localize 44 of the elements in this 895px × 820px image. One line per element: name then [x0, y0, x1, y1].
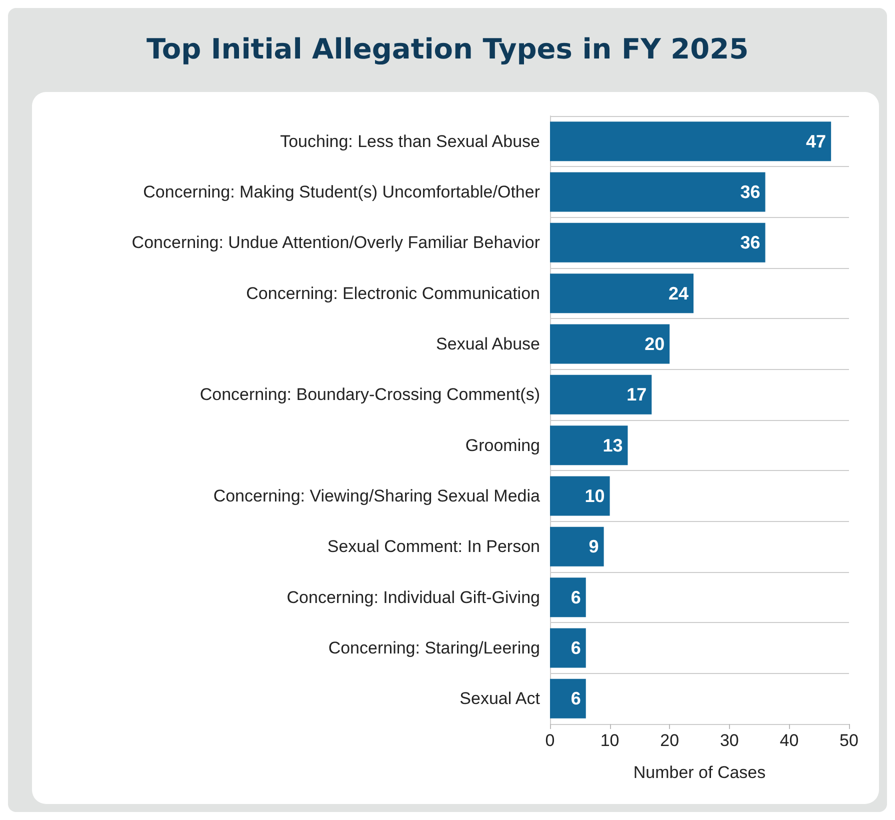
y-tick-label: Grooming [465, 436, 540, 455]
x-tick-label: 30 [720, 731, 739, 750]
y-tick-label: Concerning: Electronic Communication [246, 284, 540, 303]
data-label: 6 [570, 688, 581, 709]
bar [550, 324, 670, 364]
x-tick-label: 0 [545, 731, 555, 750]
bar [550, 222, 766, 262]
y-tick-label: Sexual Act [460, 689, 540, 708]
y-tick-label: Concerning: Staring/Leering [328, 638, 540, 658]
data-label: 6 [570, 587, 581, 608]
bar [550, 374, 652, 414]
data-label: 36 [740, 182, 760, 202]
bar [550, 526, 604, 566]
data-label: 10 [584, 486, 605, 506]
chart-title: Top Initial Allegation Types in FY 2025 [146, 32, 749, 66]
data-label: 6 [570, 638, 581, 658]
data-label: 47 [806, 131, 826, 152]
y-tick-label: Concerning: Viewing/Sharing Sexual Media [213, 486, 541, 506]
data-label: 9 [588, 536, 599, 557]
y-tick-label: Concerning: Making Student(s) Uncomfortable/Other [143, 182, 540, 202]
x-tick-label: 50 [840, 731, 858, 750]
data-label: 17 [626, 384, 647, 405]
x-tick-label: 40 [780, 731, 799, 750]
bar [550, 578, 586, 618]
bar [550, 172, 766, 212]
data-label: 20 [644, 334, 665, 354]
y-tick-label: Concerning: Boundary-Crossing Comment(s) [200, 385, 540, 404]
bar [550, 426, 628, 466]
x-tick-label: 10 [600, 731, 620, 750]
bar [550, 476, 610, 516]
y-tick-label: Sexual Comment: In Person [327, 537, 540, 556]
x-axis-title: Number of Cases [633, 763, 766, 782]
bar [550, 678, 586, 718]
y-tick-label: Touching: Less than Sexual Abuse [280, 132, 540, 151]
bar [550, 122, 832, 162]
bar [550, 628, 586, 668]
data-label: 36 [740, 232, 760, 253]
y-tick-label: Sexual Abuse [436, 334, 540, 354]
y-tick-label: Concerning: Undue Attention/Overly Familiar Behavior [132, 233, 540, 252]
y-tick-label: Concerning: Individual Gift-Giving [286, 588, 540, 607]
data-label: 24 [668, 283, 689, 304]
bar [550, 274, 694, 314]
x-tick-label: 20 [660, 731, 680, 750]
data-label: 13 [602, 435, 623, 456]
